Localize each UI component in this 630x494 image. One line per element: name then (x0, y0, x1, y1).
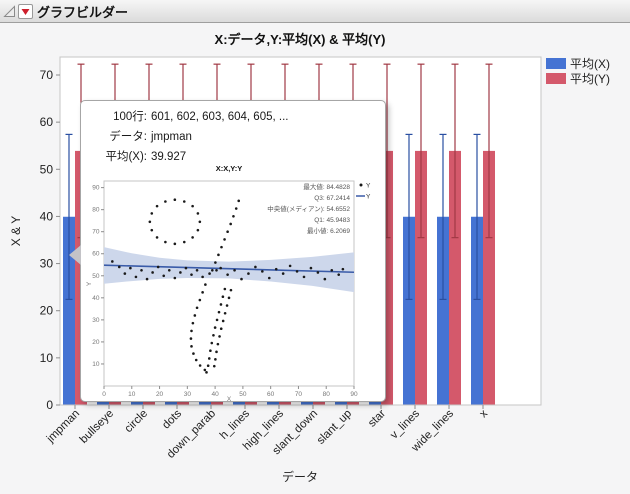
embedded-scatter-plot: X:X,Y:Y 0 10 20 30 40 50 60 70 80 90 10 20 30 40 50 60 70… (86, 164, 371, 403)
inner-x-tick-label: 80 (323, 391, 331, 398)
category-label-jmpman[interactable]: jmpman (44, 408, 82, 446)
inner-x-tick-label: 90 (350, 391, 358, 398)
y-tick-label[interactable]: 10 (40, 351, 54, 365)
inner-y-tick-label: 80 (92, 207, 100, 214)
fit-line (103, 264, 355, 274)
quantile-stat: Q3: 67.2414 (314, 195, 350, 202)
tooltip-row-label: データ: (109, 131, 147, 143)
tooltip-pointer (69, 245, 81, 265)
legend-label[interactable]: 平均(X) (570, 57, 610, 71)
error-bar-wide_lines (439, 133, 447, 300)
inner-y-tick-label: 70 (92, 229, 100, 236)
hover-tooltip: 100行: 601, 602, 603, 604, 605, ... データ: … (69, 100, 386, 403)
tooltip-row-value: jmpman (151, 131, 192, 143)
inner-x-tick-label: 10 (128, 391, 136, 398)
inner-y-tick-label: 60 (92, 251, 100, 258)
category-label-circle[interactable]: circle (123, 408, 150, 435)
inner-chart-title: X:X,Y:Y (216, 164, 243, 173)
category-label-h_lines[interactable]: h_lines (218, 407, 252, 441)
tooltip-rows: 100行: 601, 602, 603, 604, 605, ... データ: … (81, 101, 385, 167)
scatter-points (111, 198, 345, 374)
error-bar-v_lines (405, 133, 413, 300)
inner-legend-label: Y (366, 194, 371, 201)
y-tick-label[interactable]: 60 (40, 115, 54, 129)
red-triangle-menu-button[interactable] (18, 3, 33, 19)
confidence-band (104, 247, 354, 293)
tooltip-row-value: 601, 602, 603, 604, 605, ... (151, 111, 289, 123)
error-bar-x (473, 133, 481, 300)
inner-legend-label: Y (366, 183, 371, 190)
inner-x-axis-label: X (227, 396, 232, 403)
bar-mean-x-wide_lines[interactable] (437, 216, 449, 405)
error-bar-jmpman (65, 133, 73, 300)
category-label-bullseye[interactable]: bullseye (78, 408, 116, 446)
tooltip-row: 平均(X): 39.927 (87, 147, 385, 167)
inner-x-tick-label: 30 (184, 391, 192, 398)
tooltip-row-label: 平均(X): (105, 151, 147, 163)
tooltip-row-value: 39.927 (151, 151, 187, 163)
quantile-stat: Q1: 45.9483 (314, 217, 350, 224)
report-titlebar: グラフビルダー (0, 0, 630, 23)
y-tick-label[interactable]: 30 (40, 257, 54, 271)
legend-swatch[interactable] (546, 58, 566, 69)
tooltip-row: 100行: 601, 602, 603, 604, 605, ... (87, 107, 385, 127)
category-label-dots[interactable]: dots (160, 407, 184, 431)
inner-y-axis-label: Y (86, 281, 93, 286)
y-axis-label[interactable]: X & Y (9, 216, 23, 246)
inner-x-tick-label: 20 (156, 391, 164, 398)
inner-y-tick-label: 90 (92, 185, 100, 192)
bar-mean-y-v_lines[interactable] (415, 150, 427, 405)
inner-y-tick-label: 40 (92, 295, 100, 302)
error-bar-x (485, 63, 493, 239)
category-label-slant_up[interactable]: slant_up (315, 408, 354, 447)
inner-y-tick-label: 30 (92, 317, 100, 324)
quantile-stat: 中央値(メディアン): 54.6552 (267, 204, 350, 213)
inner-x-tick-label: 40 (211, 391, 219, 398)
tooltip-row-label: 100行: (113, 111, 147, 123)
y-tick-label[interactable]: 50 (40, 162, 54, 176)
legend-label[interactable]: 平均(Y) (570, 72, 610, 86)
category-label-star[interactable]: star (366, 408, 388, 430)
category-label-v_lines[interactable]: v_lines (388, 407, 422, 441)
x-axis-label[interactable]: データ (282, 469, 318, 484)
category-label-x[interactable]: x (478, 407, 491, 420)
inner-x-tick-label: 0 (102, 391, 106, 398)
inner-x-tick-label: 50 (239, 391, 247, 398)
inner-y-tick-label: 50 (92, 273, 100, 280)
bar-mean-x-x[interactable] (471, 216, 483, 405)
red-triangle-icon (21, 8, 30, 15)
bar-mean-x-v_lines[interactable] (403, 216, 415, 405)
y-tick-label[interactable]: 0 (46, 398, 53, 412)
y-tick-label[interactable]: 70 (40, 68, 54, 82)
quantile-stat: 最小値: 6.2069 (307, 226, 350, 235)
legend-swatch[interactable] (546, 73, 566, 84)
y-tick-label[interactable]: 20 (40, 304, 54, 318)
inner-legend-dot-icon (359, 183, 363, 187)
error-bar-v_lines (417, 63, 425, 239)
inner-x-tick-label: 60 (267, 391, 275, 398)
bar-mean-y-x[interactable] (483, 150, 495, 405)
bar-mean-y-wide_lines[interactable] (449, 150, 461, 405)
disclosure-triangle-icon[interactable] (3, 4, 16, 18)
inner-y-tick-label: 20 (92, 339, 100, 346)
tooltip-row: データ: jmpman (87, 127, 385, 147)
error-bar-wide_lines (451, 63, 459, 239)
inner-x-tick-label: 70 (295, 391, 303, 398)
chart-title: X:データ,Y:平均(X) & 平均(Y) (214, 32, 386, 47)
report-title: グラフビルダー (37, 4, 129, 20)
inner-y-tick-label: 10 (92, 361, 100, 368)
y-tick-label[interactable]: 40 (40, 209, 54, 223)
quantile-stat: 最大値: 84.4828 (303, 182, 350, 191)
legend: 平均(X)平均(Y) (546, 57, 610, 86)
